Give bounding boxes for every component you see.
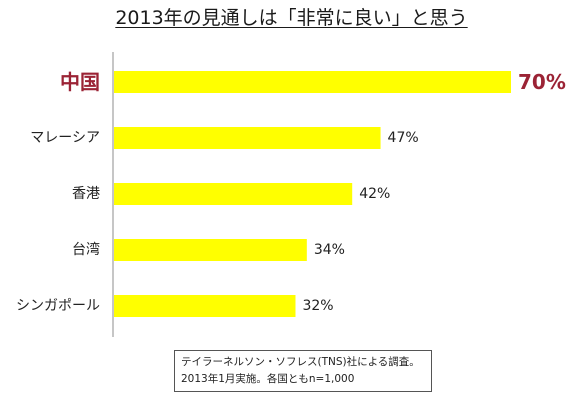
category-label-2: 香港 <box>72 186 100 202</box>
value-label-2: 42% <box>359 186 390 202</box>
value-label-0: 70% <box>518 70 566 94</box>
category-label-4: シンガポール <box>16 298 100 314</box>
source-note: テイラーネルソン・ソフレス(TNS)社による調査。 2013年1月実施。各国とも… <box>174 350 432 392</box>
bar-3 <box>114 239 307 261</box>
value-label-3: 34% <box>314 242 345 258</box>
value-label-4: 32% <box>302 298 333 314</box>
category-label-1: マレーシア <box>30 130 100 146</box>
bars-group <box>114 71 511 317</box>
bar-1 <box>114 127 381 149</box>
chart-title: 2013年の見通しは「非常に良い」と思う <box>0 6 583 30</box>
bar-2 <box>114 183 353 205</box>
bar-0 <box>114 71 511 93</box>
chart-title-text: 2013年の見通しは「非常に良い」と思う <box>115 7 468 29</box>
value-label-1: 47% <box>388 130 419 146</box>
bar-4 <box>114 295 296 317</box>
category-label-0: 中国 <box>60 70 100 94</box>
source-note-line-2: 2013年1月実施。各国ともn=1,000 <box>181 373 355 385</box>
category-label-3: 台湾 <box>72 241 100 258</box>
source-note-line-1: テイラーネルソン・ソフレス(TNS)社による調査。 <box>181 356 420 368</box>
value-labels: 70% 47% 42% 34% 32% <box>302 70 565 314</box>
